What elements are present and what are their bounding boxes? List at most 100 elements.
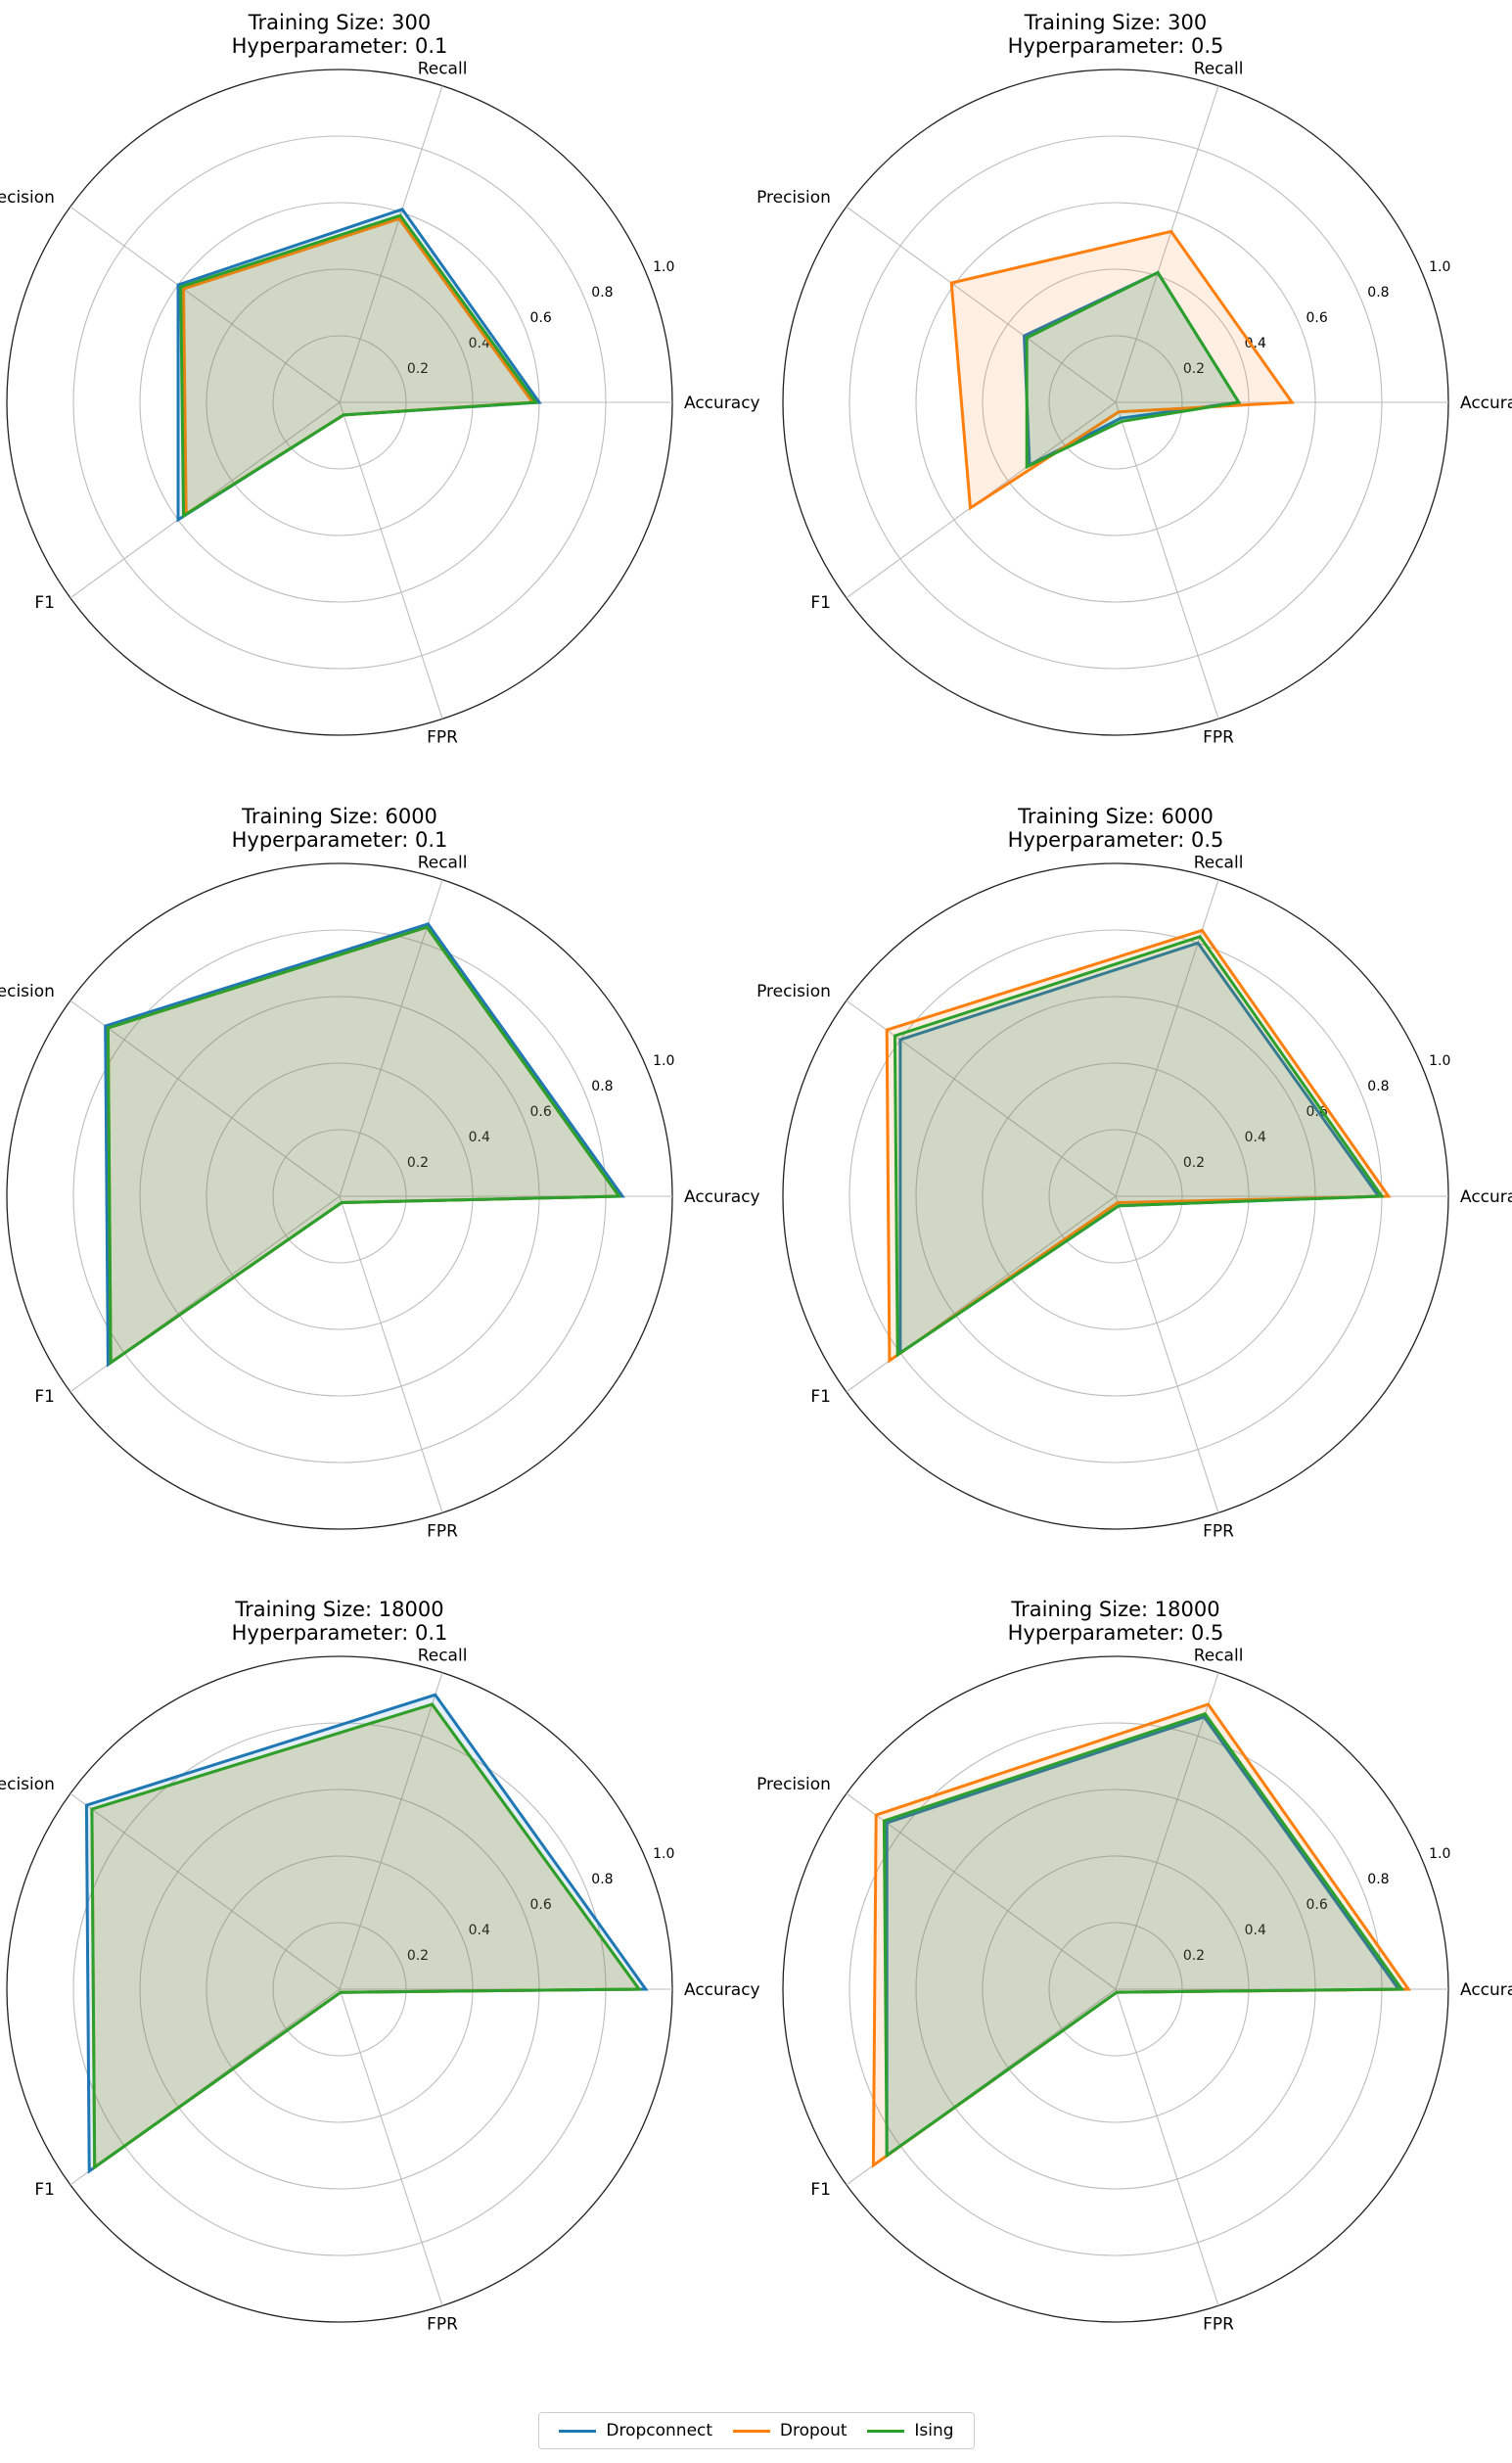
panel-title-line2: Hyperparameter: 0.5 xyxy=(1008,34,1224,58)
axis-label-f1: F1 xyxy=(34,2180,55,2200)
axis-label-recall: Recall xyxy=(418,854,468,873)
panel-title-line1: Training Size: 300 xyxy=(248,11,431,34)
spoke-precision xyxy=(69,206,341,403)
legend: Dropconnect Dropout Ising xyxy=(538,2412,975,2449)
axis-label-accuracy: Accuracy xyxy=(1460,394,1512,413)
axis-label-precision: Precision xyxy=(0,188,55,208)
radial-tick-label: 0.8 xyxy=(1367,285,1389,301)
panel-title-line2: Hyperparameter: 0.5 xyxy=(1008,1621,1224,1645)
radial-tick-label: 1.0 xyxy=(1429,1053,1450,1069)
legend-item-dropout: Dropout xyxy=(732,2421,848,2440)
panel-title-line1: Training Size: 6000 xyxy=(241,805,437,828)
series-ising xyxy=(893,935,1385,1358)
radial-tick-label: 0.6 xyxy=(529,1897,551,1913)
series-dropout xyxy=(885,928,1392,1364)
radial-tick-label: 0.8 xyxy=(591,1872,613,1887)
radial-tick-label: 0.4 xyxy=(469,1130,490,1145)
radial-tick-label: 0.8 xyxy=(591,1079,613,1094)
spoke-recall xyxy=(1115,879,1219,1197)
axis-label-accuracy: Accuracy xyxy=(1460,1187,1512,1207)
axis-label-f1: F1 xyxy=(810,2180,831,2200)
legend-item-dropconnect: Dropconnect xyxy=(559,2421,712,2440)
spoke-fpr xyxy=(339,1988,443,2306)
radial-tick-label: 0.8 xyxy=(1367,1872,1389,1887)
spoke-recall xyxy=(339,1672,443,1990)
spoke-precision xyxy=(846,999,1117,1197)
radial-tick-label: 0.4 xyxy=(1245,336,1266,351)
radial-tick-label: 0.6 xyxy=(529,1104,551,1120)
panel-title-line1: Training Size: 300 xyxy=(1024,11,1207,34)
radial-tick-label: 0.2 xyxy=(407,361,429,377)
radial-tick-label: 0.8 xyxy=(1367,1079,1389,1094)
radial-tick-label: 0.6 xyxy=(1306,1897,1327,1913)
axis-label-fpr: FPR xyxy=(427,1521,458,1541)
spoke-fpr xyxy=(1115,1988,1219,2306)
panel-title-line1: Training Size: 6000 xyxy=(1017,805,1214,828)
axis-label-recall: Recall xyxy=(1194,60,1244,79)
axis-label-fpr: FPR xyxy=(1203,727,1234,747)
legend-label-dropconnect: Dropconnect xyxy=(606,2421,713,2440)
radial-tick-label: 0.2 xyxy=(1183,1948,1205,1964)
legend-swatch-ising xyxy=(867,2429,905,2433)
axis-label-precision: Precision xyxy=(756,1775,831,1794)
radial-tick-label: 0.6 xyxy=(529,310,551,326)
axis-label-f1: F1 xyxy=(34,1387,55,1407)
radial-tick-label: 1.0 xyxy=(1429,1846,1450,1862)
spoke-fpr xyxy=(339,401,443,720)
spoke-precision xyxy=(846,206,1117,403)
panel-title-line2: Hyperparameter: 0.1 xyxy=(232,1621,448,1645)
axis-label-fpr: FPR xyxy=(1203,2314,1234,2334)
spoke-recall xyxy=(339,879,443,1197)
legend-swatch-dropconnect xyxy=(559,2429,597,2433)
series-dropout xyxy=(949,229,1295,511)
radial-tick-label: 0.8 xyxy=(591,285,613,301)
radial-tick-label: 0.4 xyxy=(469,1923,490,1938)
axis-label-recall: Recall xyxy=(1194,1647,1244,1666)
axis-label-f1: F1 xyxy=(810,593,831,613)
spoke-fpr xyxy=(339,1195,443,1513)
radial-tick-label: 0.2 xyxy=(1183,1155,1205,1171)
radial-tick-label: 0.4 xyxy=(1245,1130,1266,1145)
spoke-precision xyxy=(69,999,341,1197)
axis-label-precision: Precision xyxy=(0,982,55,1001)
axis-label-precision: Precision xyxy=(756,982,831,1001)
series-ising xyxy=(1025,270,1242,470)
panel-title-line2: Hyperparameter: 0.1 xyxy=(232,828,448,852)
panel-title-line2: Hyperparameter: 0.5 xyxy=(1008,828,1224,852)
series-ising xyxy=(882,1711,1405,2159)
axis-label-f1: F1 xyxy=(34,593,55,613)
axis-label-accuracy: Accuracy xyxy=(684,394,760,413)
spoke-precision xyxy=(846,1792,1117,1990)
axis-label-precision: Precision xyxy=(0,1775,55,1794)
axis-label-fpr: FPR xyxy=(427,727,458,747)
radial-tick-label: 0.6 xyxy=(1306,310,1327,326)
axis-label-accuracy: Accuracy xyxy=(684,1980,760,2000)
radial-tick-label: 0.2 xyxy=(407,1155,429,1171)
axis-label-recall: Recall xyxy=(1194,854,1244,873)
spoke-recall xyxy=(1115,85,1219,403)
axis-label-f1: F1 xyxy=(810,1387,831,1407)
radial-tick-label: 1.0 xyxy=(653,259,674,275)
series-ising xyxy=(90,1702,642,2170)
spoke-precision xyxy=(69,1792,341,1990)
axis-label-accuracy: Accuracy xyxy=(684,1187,760,1207)
legend-item-ising: Ising xyxy=(867,2421,954,2440)
axis-label-fpr: FPR xyxy=(427,2314,458,2334)
radial-tick-label: 0.2 xyxy=(1183,361,1205,377)
radial-tick-label: 1.0 xyxy=(653,1846,674,1862)
axis-label-recall: Recall xyxy=(418,60,468,79)
spoke-recall xyxy=(1115,1672,1219,1990)
spoke-fpr xyxy=(1115,1195,1219,1513)
series-ising xyxy=(106,925,622,1366)
radial-tick-label: 0.4 xyxy=(469,336,490,351)
spoke-recall xyxy=(339,85,443,403)
radial-tick-label: 0.2 xyxy=(407,1948,429,1964)
series-ising xyxy=(179,213,539,519)
axis-label-accuracy: Accuracy xyxy=(1460,1980,1512,2000)
legend-swatch-dropout xyxy=(732,2429,770,2433)
